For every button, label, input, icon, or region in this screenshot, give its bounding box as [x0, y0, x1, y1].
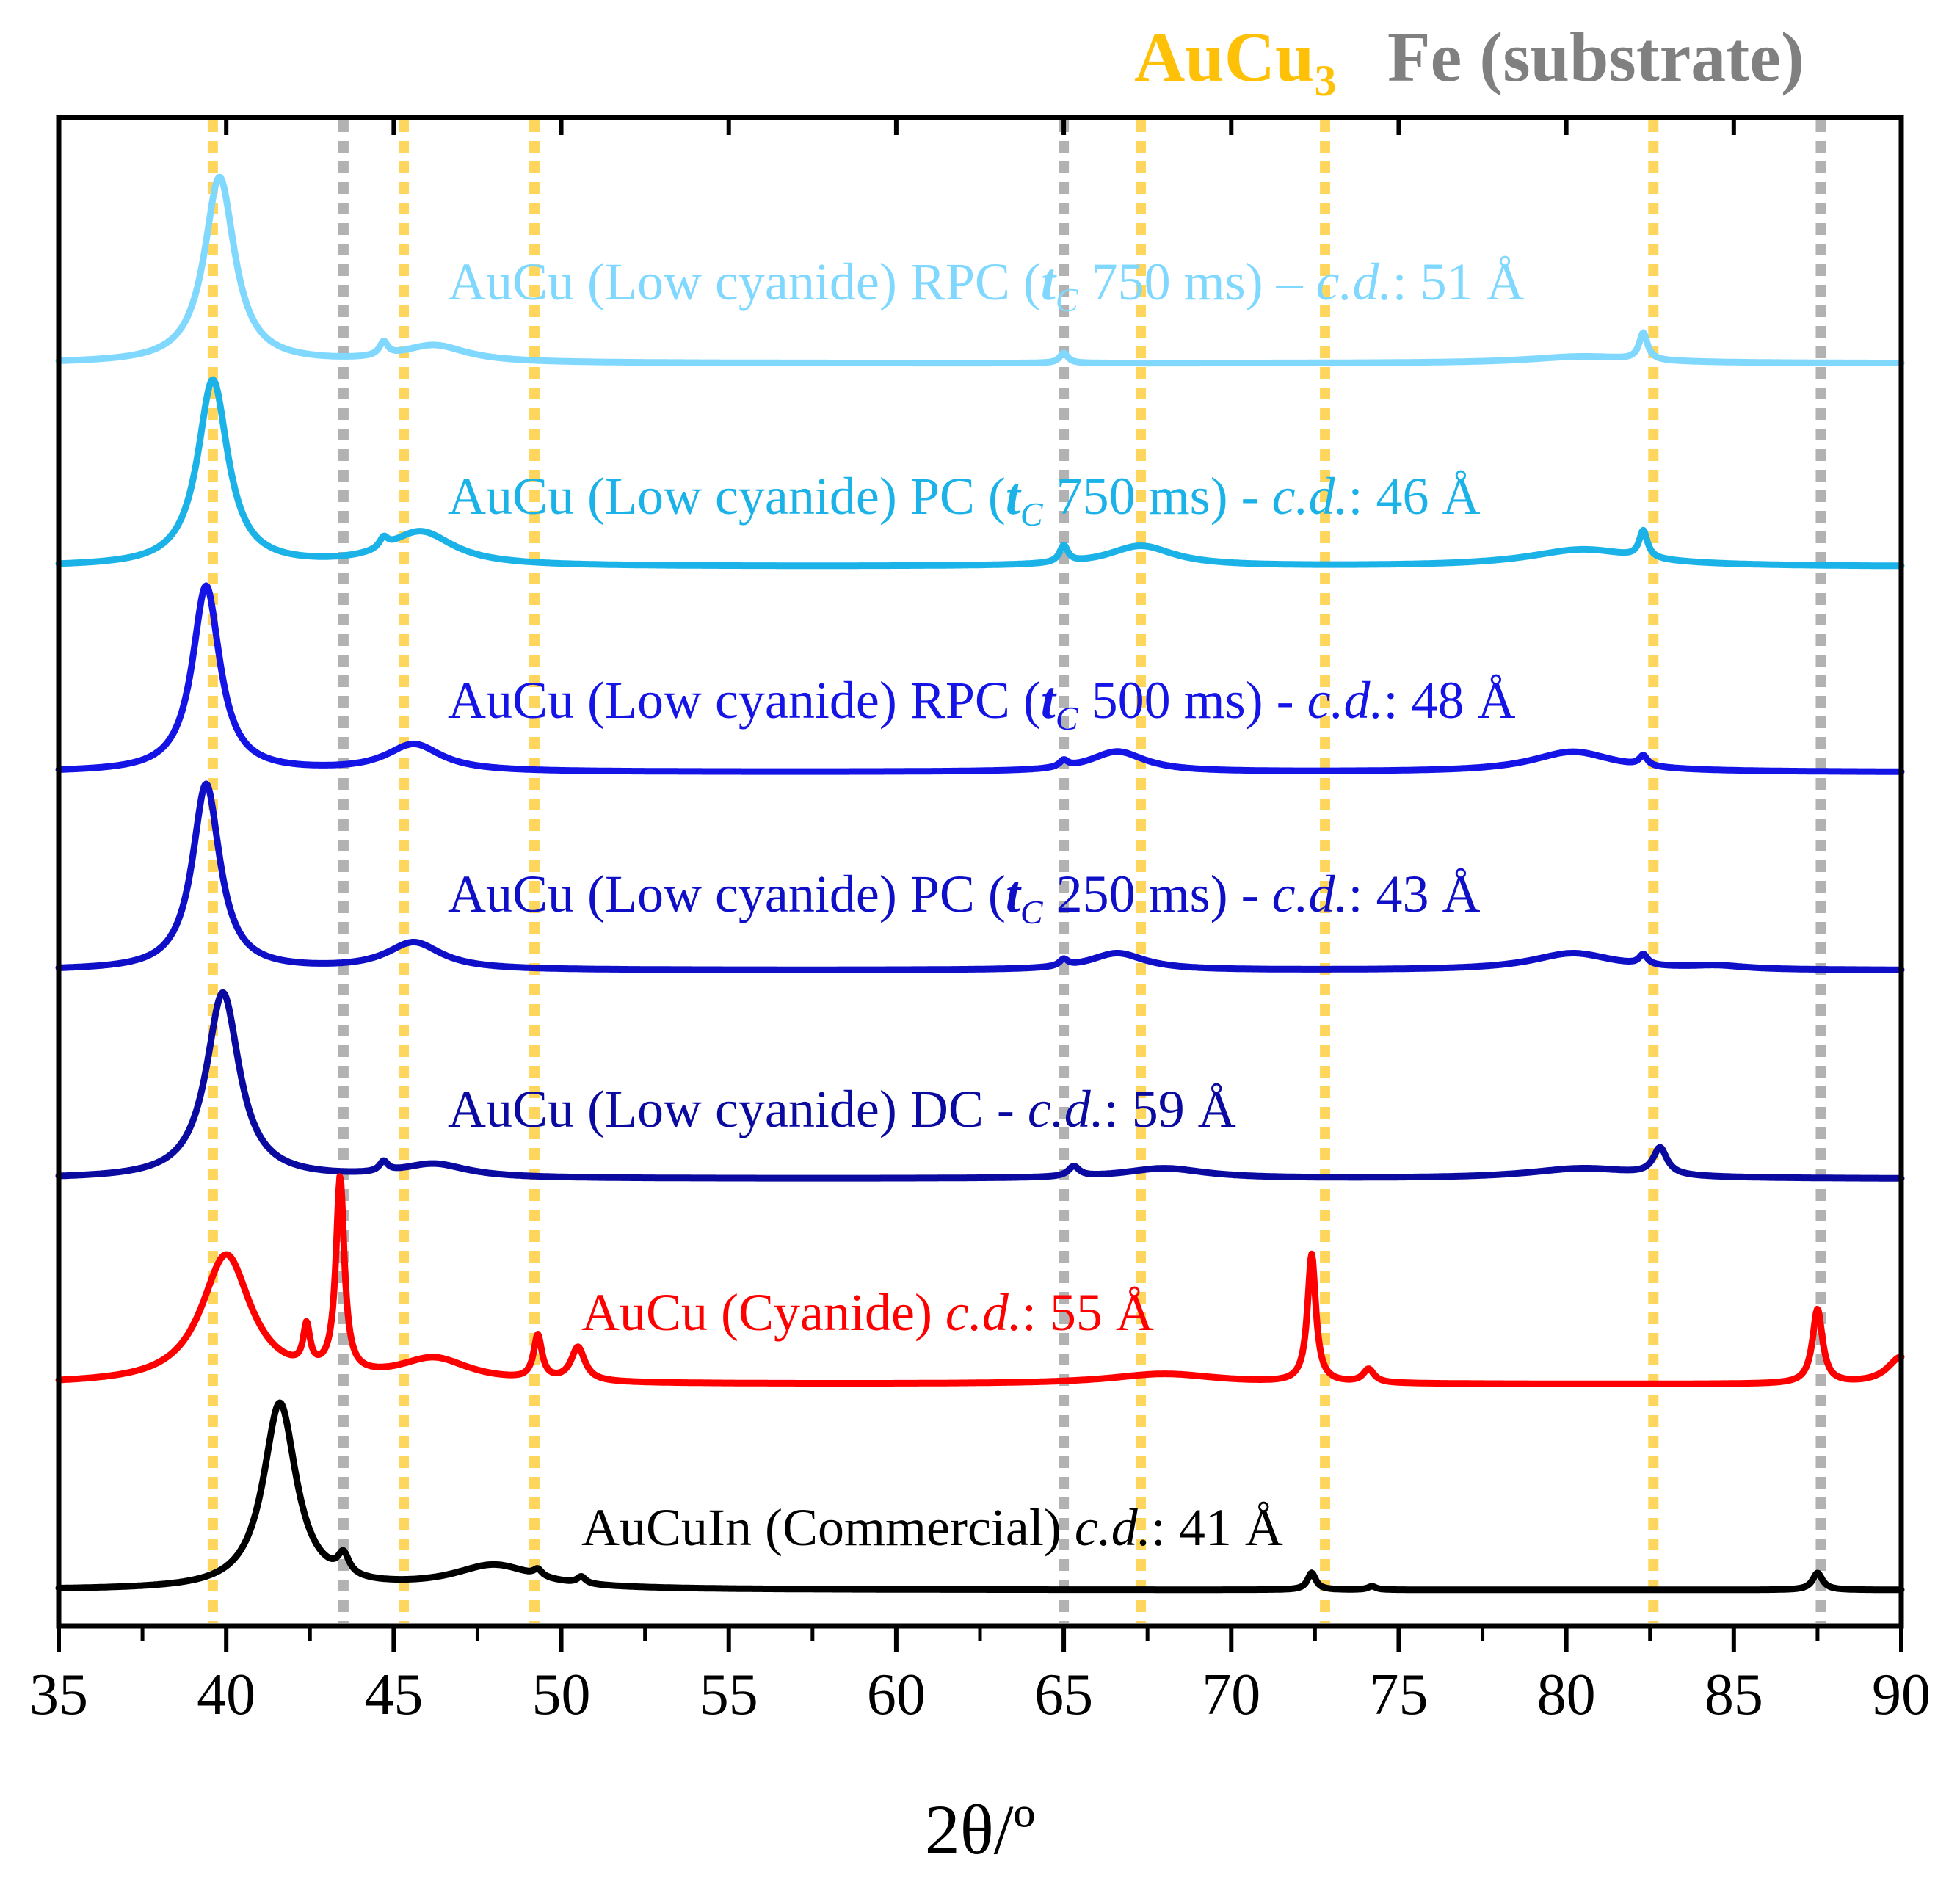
- legend-fe-substrate: Fe (substrate): [1387, 18, 1804, 96]
- x-axis-title: 2θ/º: [925, 1790, 1035, 1869]
- series-line-0: [55, 173, 1905, 367]
- series-line-1: [55, 376, 1905, 570]
- legend-aucu3-subscript: 3: [1314, 57, 1336, 105]
- legend-aucu3-name: AuCu: [1134, 18, 1314, 96]
- series-line-4: [55, 989, 1905, 1182]
- x-tick-label: 55: [700, 1663, 758, 1727]
- series-label-3: AuCu (Low cyanide) PC (tC 250 ms) - c.d.…: [448, 865, 1481, 931]
- x-tick-label: 75: [1369, 1663, 1428, 1727]
- x-tick-label: 90: [1872, 1663, 1931, 1727]
- series-label-1: AuCu (Low cyanide) PC (tC 750 ms) - c.d.…: [448, 467, 1481, 533]
- series-line-2: [55, 582, 1905, 775]
- series-label-6: AuCuIn (Commercial) c.d.: 41 Å: [581, 1498, 1283, 1557]
- series-label-2: AuCu (Low cyanide) RPC (tC 500 ms) - c.d…: [448, 671, 1516, 737]
- legend-aucu3: AuCu3: [1134, 18, 1336, 105]
- x-tick-label: 65: [1034, 1663, 1093, 1727]
- x-tick-label: 60: [867, 1663, 926, 1727]
- x-tick-label: 35: [29, 1663, 88, 1727]
- x-tick-label: 50: [532, 1663, 591, 1727]
- series-label-4: AuCu (Low cyanide) DC - c.d.: 59 Å: [448, 1080, 1236, 1138]
- x-tick-label: 40: [197, 1663, 255, 1727]
- series-label-5: AuCu (Cyanide) c.d.: 55 Å: [581, 1283, 1154, 1342]
- series-labels: AuCu (Low cyanide) RPC (tC 750 ms) – c.d…: [448, 253, 1525, 1557]
- series-layer: [55, 173, 1905, 1594]
- series-label-0: AuCu (Low cyanide) RPC (tC 750 ms) – c.d…: [448, 253, 1525, 319]
- series-line-5: [55, 1173, 1905, 1387]
- x-tick-label: 70: [1202, 1663, 1260, 1727]
- series-line-3: [55, 780, 1905, 973]
- x-tick-label: 80: [1537, 1663, 1596, 1727]
- series-line-6: [55, 1399, 1905, 1594]
- x-tick-label: 45: [364, 1663, 423, 1727]
- x-tick-label: 85: [1705, 1663, 1763, 1727]
- x-axis-ticks: 35 40 45 50 55 60 65 70 75 80 85 90: [29, 117, 1931, 1727]
- reference-lines: [207, 120, 1826, 1623]
